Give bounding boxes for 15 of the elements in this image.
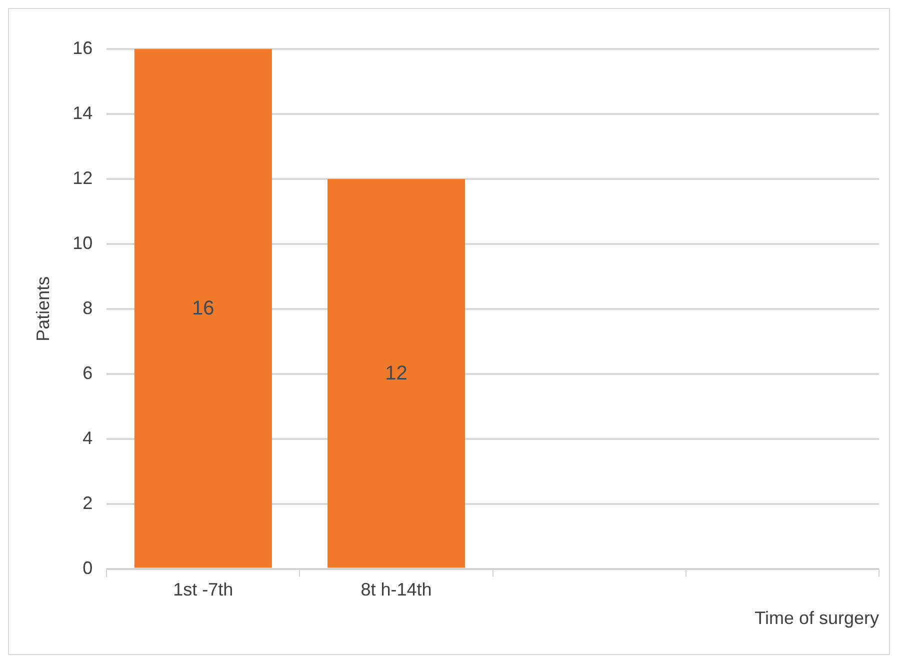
y-tick-label: 8 bbox=[82, 298, 93, 318]
y-tick-label: 16 bbox=[72, 38, 93, 58]
y-tick-label: 10 bbox=[72, 232, 93, 253]
y-tick-label: 2 bbox=[82, 492, 93, 513]
data-label: 12 bbox=[385, 362, 408, 384]
y-tick-label: 4 bbox=[82, 428, 93, 448]
x-tick-label: 8t h-14th bbox=[360, 580, 432, 600]
y-tick-label: 12 bbox=[72, 168, 93, 188]
x-axis-title: Time of surgery bbox=[754, 608, 879, 628]
y-tick-label: 0 bbox=[82, 558, 93, 578]
x-tick-label: 1st -7th bbox=[173, 580, 234, 600]
y-axis-title: Patients bbox=[32, 276, 53, 342]
y-tick-label: 14 bbox=[72, 102, 93, 123]
y-tick-label: 6 bbox=[82, 362, 93, 383]
data-label: 16 bbox=[192, 297, 214, 320]
